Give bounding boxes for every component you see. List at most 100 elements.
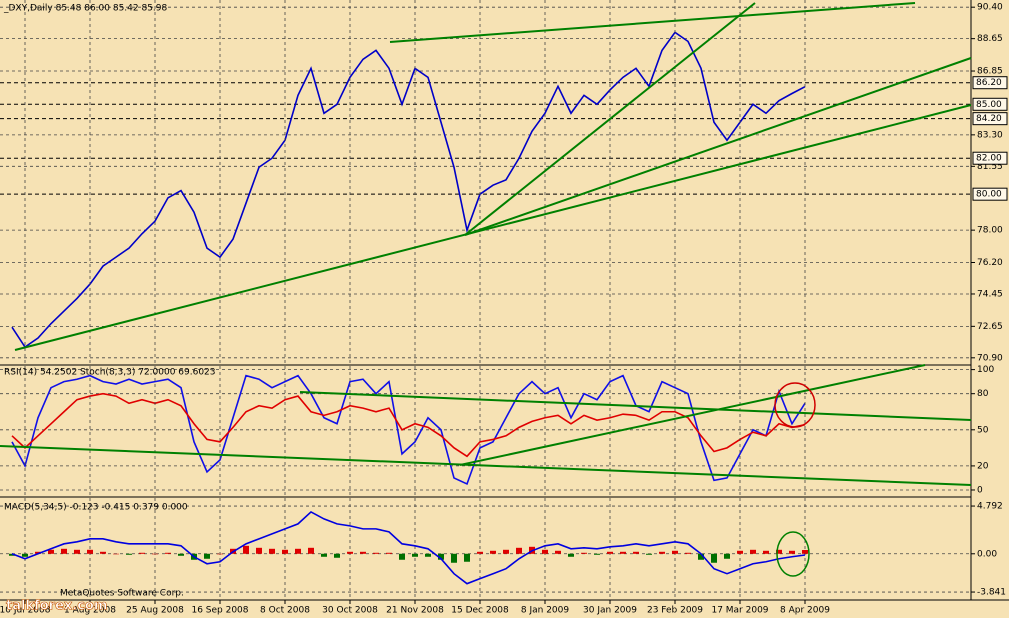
histogram-bar [334, 553, 340, 558]
histogram-bar [347, 551, 353, 554]
y-tick-label: 78.00 [977, 226, 1003, 236]
y-tick-label: 0.00 [977, 549, 997, 559]
trend-line [0, 445, 972, 486]
trend-lines [0, 2, 972, 486]
histogram-bar [633, 551, 639, 554]
y-tick-label: 80 [977, 389, 989, 399]
x-tick-label: 10 Jul 2008 [0, 606, 51, 616]
panel-title: _DXY,Daily 85.48 86.00 85.42 85.98 [3, 4, 168, 14]
x-tick-label: 8 Jan 2009 [521, 606, 569, 616]
x-tick-label: 21 Nov 2008 [386, 606, 444, 616]
panel-title: RSI(14) 54.2502 Stoch(8,3,3) 72.0000 69.… [4, 368, 216, 378]
histogram-bar [438, 553, 444, 560]
histogram-bar [139, 552, 145, 554]
highlight-circle [776, 531, 810, 577]
histogram-bar [724, 553, 730, 559]
x-tick-label: 16 Sep 2008 [191, 606, 248, 616]
histogram-bar [698, 553, 704, 560]
y-tick-label: 76.20 [977, 258, 1003, 268]
histogram-bar [542, 549, 548, 554]
y-tick-label: 81.55 [977, 162, 1003, 172]
y-tick-label: 0 [977, 485, 983, 495]
histogram-bar [503, 549, 509, 554]
histogram-bar [568, 553, 574, 557]
histogram-bar [269, 548, 275, 554]
x-tick-label: 17 Mar 2009 [711, 606, 768, 616]
histogram-bar [555, 550, 561, 554]
panel-title: MACD(5,34,5) -0.123 -0.415 0.379 0.000 [4, 503, 188, 513]
y-tick-label: 83.30 [977, 130, 1003, 140]
x-tick-label: 23 Feb 2009 [647, 606, 703, 616]
histogram-bar [308, 547, 314, 554]
histogram-bar [789, 550, 795, 554]
histogram-bar [620, 551, 626, 554]
histogram-bar [295, 548, 301, 554]
y-tick-label: 20 [977, 461, 989, 471]
histogram-bar [282, 549, 288, 554]
histogram-bar [113, 553, 119, 555]
histogram-bar [126, 553, 132, 555]
y-tick-label: 88.65 [977, 34, 1003, 44]
level-label: 86.20 [976, 78, 1002, 88]
histogram-bar [685, 552, 691, 554]
histogram-bar [399, 553, 405, 560]
histogram-bar [594, 553, 600, 555]
histogram-bar [581, 552, 587, 554]
histogram-bar [35, 551, 41, 554]
trend-line [459, 364, 926, 466]
histogram-bar [607, 551, 613, 554]
trend-line [464, 2, 756, 236]
watermark-vendor: MetaQuotes Software Corp. [60, 589, 184, 599]
histogram-bar [9, 553, 15, 556]
histogram-bar [763, 550, 769, 554]
histogram-bar [321, 553, 327, 557]
histogram-bar [425, 553, 431, 557]
histogram-bar [256, 547, 262, 554]
level-box [972, 76, 1008, 90]
trend-line [464, 57, 972, 236]
histogram-bar [646, 553, 652, 555]
histogram-bar [451, 553, 457, 563]
x-tick-label: 15 Dec 2008 [451, 606, 509, 616]
series-line [11, 31, 806, 349]
histogram-bar [737, 550, 743, 554]
histogram-bar [243, 545, 249, 554]
histogram-bar [48, 549, 54, 554]
level-box [972, 151, 1008, 165]
histogram-bar [360, 551, 366, 554]
y-tick-label: 74.45 [977, 289, 1003, 299]
y-tick-label: 90.40 [977, 3, 1003, 13]
series-line [11, 510, 806, 585]
x-tick-label: 8 Apr 2009 [780, 606, 830, 616]
trend-line [389, 2, 916, 43]
histogram-bar [659, 551, 665, 554]
y-tick-label: 100 [977, 365, 994, 375]
highlight-circle [774, 382, 816, 428]
level-label: 85.00 [976, 100, 1002, 110]
level-box [972, 187, 1008, 201]
y-tick-label: 4.792 [977, 502, 1003, 512]
histogram-bar [477, 551, 483, 554]
x-tick-label: 25 Aug 2008 [126, 606, 184, 616]
histogram-bar [74, 549, 80, 554]
histogram-bar [516, 547, 522, 554]
y-tick-label: 72.65 [977, 322, 1003, 332]
x-tick-label: 1 Aug 2008 [64, 606, 116, 616]
y-tick-label: 50 [977, 425, 989, 435]
level-label: 84.20 [976, 114, 1002, 124]
histogram-bar [750, 549, 756, 554]
y-tick-label: 70.90 [977, 353, 1003, 363]
histogram-bar [204, 553, 210, 559]
histogram-bar [373, 552, 379, 554]
histogram-bar [22, 553, 28, 557]
level-label: 80.00 [976, 190, 1002, 200]
x-tick-label: 30 Oct 2008 [322, 606, 378, 616]
y-tick-label: -3.841 [977, 588, 1006, 598]
histogram-bar [87, 549, 93, 554]
histogram-bar [61, 548, 67, 554]
watermark-site: talkforex.com [6, 599, 107, 614]
y-tick-label: 86.85 [977, 67, 1003, 77]
series-line [11, 392, 806, 458]
